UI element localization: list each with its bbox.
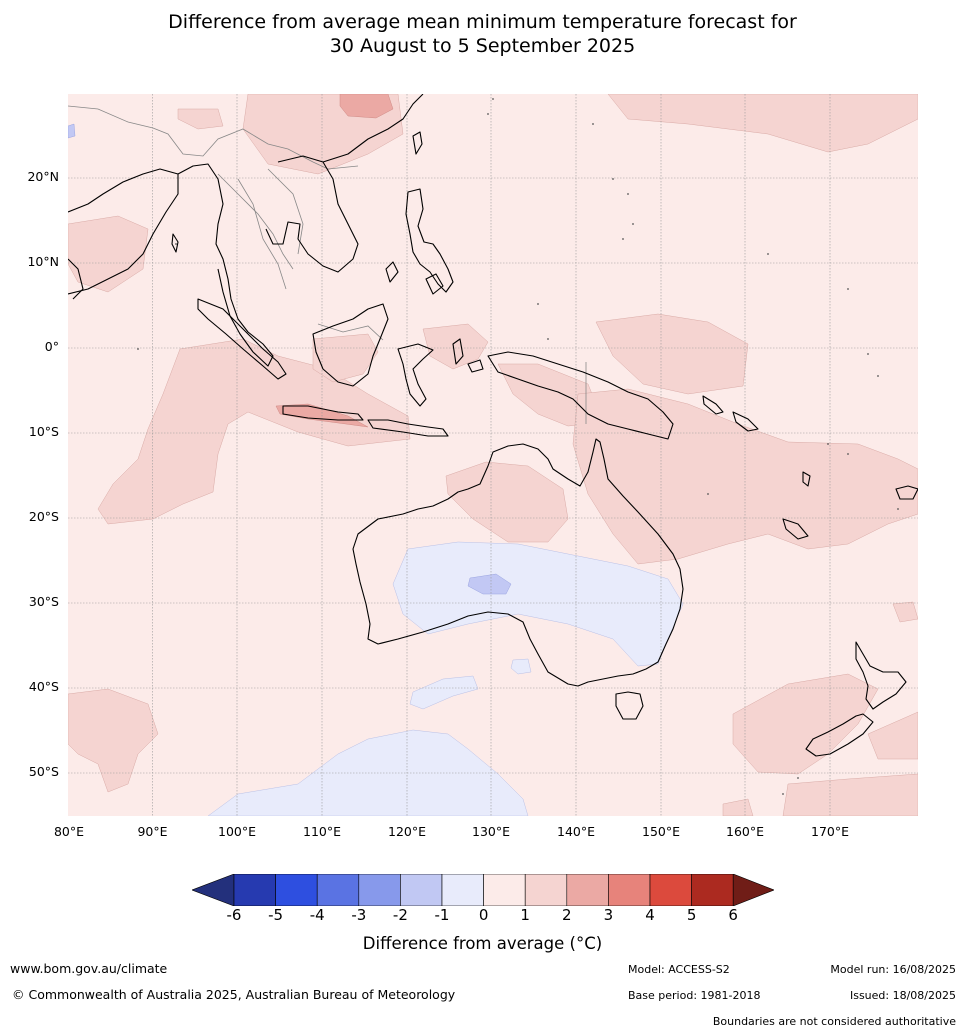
anomaly-cool-1-2 [68, 123, 512, 595]
footer-url[interactable]: www.bom.gov.au/climate [10, 961, 168, 976]
colorbar-cell [275, 874, 318, 906]
footer-issued: Issued: 18/08/2025 [849, 989, 956, 1002]
colorbar [192, 874, 774, 906]
colorbar-cells [192, 874, 774, 906]
lon-label: 170°E [810, 824, 850, 839]
lat-label: 20°S [28, 509, 59, 524]
colorbar-cell [483, 874, 526, 906]
colorbar-tick-label: -2 [392, 906, 408, 924]
lat-label: 30°S [28, 594, 59, 609]
country-borders [68, 105, 587, 424]
lon-label: 120°E [387, 824, 427, 839]
colorbar-cell [316, 874, 360, 906]
colorbar-cell [649, 874, 692, 906]
footer-copyright: © Commonwealth of Australia 2025, Austra… [12, 987, 456, 1002]
colorbar-tick-label: -1 [434, 906, 450, 924]
colorbar-cell [441, 874, 484, 906]
title-line-2: 30 August to 5 September 2025 [329, 35, 636, 57]
colorbar-tick-label: -4 [309, 906, 325, 924]
colorbar-cell [691, 874, 734, 906]
colorbar-cell [358, 874, 401, 906]
colorbar-cell [566, 874, 609, 906]
lat-label: 10°N [27, 254, 59, 269]
graticule [68, 94, 918, 816]
lon-label: 110°E [302, 824, 342, 839]
colorbar-cell [233, 874, 276, 906]
lon-label: 90°E [137, 824, 168, 839]
lat-label: 50°S [28, 764, 59, 779]
map-svg [68, 94, 918, 816]
colorbar-extend-low [192, 874, 235, 906]
lon-label: 140°E [556, 824, 596, 839]
colorbar-tick-label: 1 [520, 906, 530, 924]
colorbar-tick-label: 2 [562, 906, 572, 924]
lon-label: 100°E [217, 824, 257, 839]
colorbar-tick-label: -6 [226, 906, 242, 924]
colorbar-extend-high [732, 874, 774, 906]
small-islands [137, 98, 899, 795]
lon-label: 150°E [641, 824, 681, 839]
colorbar-tick-label: 0 [478, 906, 489, 924]
title-line-1: Difference from average mean minimum tem… [168, 11, 797, 33]
footer-base-period: Base period: 1981-2018 [628, 989, 761, 1002]
colorbar-tick-label: 3 [603, 906, 614, 924]
map-title: Difference from average mean minimum tem… [0, 10, 965, 58]
lat-label: 40°S [28, 679, 59, 694]
footer-model-run: Model run: 16/08/2025 [830, 963, 956, 976]
colorbar-cell [608, 874, 651, 906]
colorbar-label: Difference from average (°C) [362, 934, 603, 953]
colorbar-cell [400, 874, 443, 906]
lat-label: 20°N [27, 169, 59, 184]
colorbar-tick-label: 6 [728, 906, 738, 924]
coastlines [68, 94, 918, 757]
colorbar-tick-label: -3 [351, 906, 367, 924]
lon-label: 160°E [725, 824, 765, 839]
lat-label: 0° [44, 339, 59, 354]
forecast-map [68, 94, 918, 816]
colorbar-cell [524, 874, 568, 906]
colorbar-tick-label: -5 [268, 906, 284, 924]
colorbar-tick-label: 4 [645, 906, 655, 924]
colorbar-tick-label: 5 [686, 906, 697, 924]
lon-label: 80°E [53, 824, 85, 839]
lon-label: 130°E [471, 824, 511, 839]
lat-label: 10°S [28, 424, 59, 439]
footer-disclaimer: Boundaries are not considered authoritat… [712, 1015, 956, 1028]
anomaly-warm-1-2 [68, 94, 918, 816]
footer-model: Model: ACCESS-S2 [628, 963, 730, 976]
